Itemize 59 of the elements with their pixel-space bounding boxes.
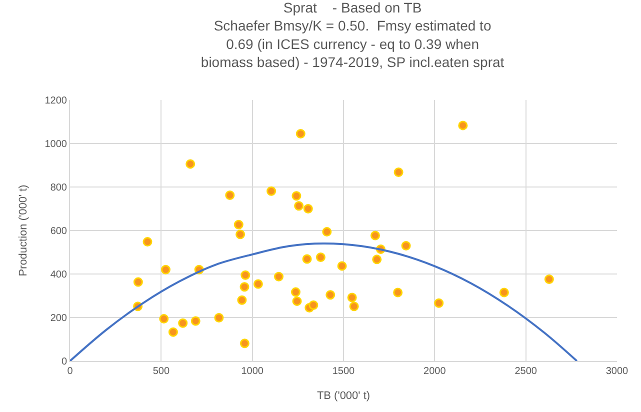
y-tick-label: 600: [50, 226, 68, 237]
point: [302, 254, 312, 264]
y-tick-label: 400: [50, 270, 68, 280]
point: [159, 314, 169, 324]
point: [326, 290, 336, 300]
x-tick-label: 3000: [606, 366, 629, 377]
point: [308, 300, 318, 310]
y-tick-label: 1000: [44, 139, 68, 150]
y-tick-label: 0: [61, 356, 68, 368]
point: [292, 191, 302, 201]
point: [499, 288, 509, 298]
x-tick-label: 2500: [514, 366, 538, 377]
point: [240, 282, 250, 292]
point: [236, 230, 246, 240]
point: [337, 261, 347, 271]
point: [458, 120, 468, 130]
x-tick-label: 2000: [424, 366, 446, 377]
point: [234, 220, 244, 230]
point: [294, 201, 304, 211]
point: [434, 298, 444, 308]
point: [349, 302, 359, 312]
y-tick-label: 1200: [44, 96, 68, 106]
point: [393, 288, 403, 298]
line-series: [70, 242, 578, 361]
point: [372, 254, 382, 264]
point: [214, 312, 224, 322]
point: [290, 287, 300, 297]
point: [178, 318, 188, 328]
point: [292, 296, 302, 306]
point: [296, 128, 306, 138]
point: [322, 227, 332, 237]
point: [237, 295, 247, 305]
point: [240, 270, 250, 280]
y-tick-label: 800: [50, 182, 68, 194]
point: [190, 316, 200, 326]
point: [186, 159, 196, 169]
x-axis-title: TB ('000' t): [316, 390, 370, 402]
point: [266, 186, 276, 196]
point: [347, 292, 357, 302]
x-tick-label: 1500: [332, 366, 356, 377]
point: [316, 252, 326, 262]
point: [394, 167, 404, 177]
point: [401, 240, 411, 250]
point: [160, 264, 170, 274]
point: [544, 274, 554, 284]
chart-title: Sprat - Based on TB Schaefer Bmsy/K = 0.50. Fmsy estimated to 0.69 (in ICES currency - eq to 0.39 when biomass based) - 1974-2019, SP incl.eaten sprat: [200, 0, 504, 70]
y-axis-title: Production ('000' t): [17, 184, 30, 276]
x-tick-label: 1000: [241, 366, 264, 377]
y-tick-label: 200: [50, 313, 68, 324]
point: [253, 279, 263, 289]
point: [274, 272, 284, 282]
point: [370, 230, 380, 240]
point: [133, 277, 143, 287]
point: [240, 338, 250, 348]
point: [168, 327, 178, 337]
point: [225, 190, 235, 200]
point: [142, 237, 152, 247]
point: [303, 204, 313, 214]
x-tick-label: 500: [152, 366, 170, 377]
